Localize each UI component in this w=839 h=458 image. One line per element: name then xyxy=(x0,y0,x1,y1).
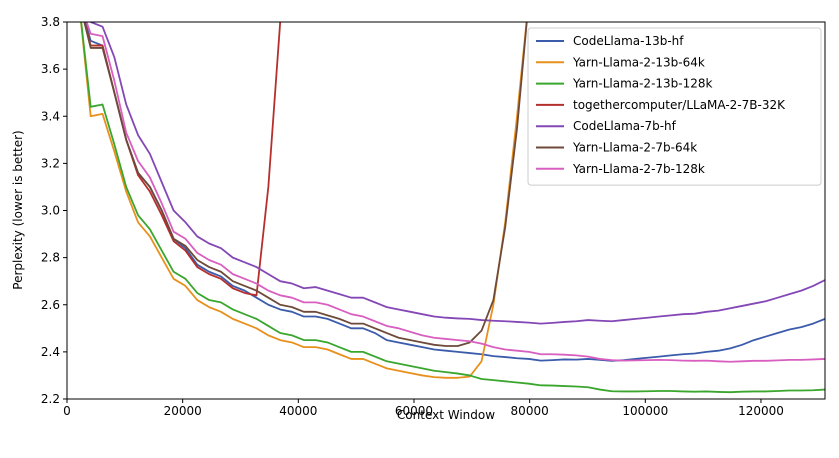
legend-label: Yarn-Llama-2-7b-128k xyxy=(572,162,705,176)
series-line-1 xyxy=(80,22,528,379)
series-line-4 xyxy=(89,22,825,325)
legend: CodeLlama-13b-hf Yarn-Llama-2-13b-64k Yarn… xyxy=(527,27,822,186)
legend-label: togethercomputer/LLaMA-2-7B-32K xyxy=(573,98,786,112)
x-tick-label: 60000 xyxy=(395,404,433,418)
y-tick-label: 3.6 xyxy=(41,62,60,76)
legend-label: Yarn-Llama-2-7b-64k xyxy=(572,141,697,155)
series-line-6 xyxy=(85,22,825,363)
axes-layer: 0 20000 40000 60000 80000 100000 120000 2.2 2.4 2… xyxy=(41,15,826,418)
x-tick-label: 80000 xyxy=(511,404,549,418)
legend-box xyxy=(527,27,822,186)
y-tick-label: 3.2 xyxy=(41,156,60,170)
series-line-5 xyxy=(83,22,528,347)
series-line-2 xyxy=(80,22,825,394)
legend-label: CodeLlama-7b-hf xyxy=(573,119,677,133)
y-tick-label: 3.4 xyxy=(41,109,60,123)
x-tick-label: 100000 xyxy=(622,404,668,418)
y-tick-label: 2.2 xyxy=(41,392,60,406)
y-tick-label: 3.0 xyxy=(41,204,60,218)
legend-label: CodeLlama-13b-hf xyxy=(573,34,684,48)
legend-label: Yarn-Llama-2-13b-128k xyxy=(572,77,713,91)
y-tick-label: 3.8 xyxy=(41,15,60,29)
x-tick-label: 0 xyxy=(63,404,71,418)
series-layer xyxy=(80,22,825,394)
x-tick-label: 120000 xyxy=(738,404,784,418)
legend-label: Yarn-Llama-2-13b-64k xyxy=(572,55,705,69)
series-line-0 xyxy=(84,22,825,362)
y-tick-label: 2.6 xyxy=(41,298,60,312)
x-axis-label: Context Window xyxy=(397,408,495,422)
x-tick-label: 40000 xyxy=(279,404,317,418)
y-tick-label: 2.8 xyxy=(41,251,60,265)
x-tick-label: 20000 xyxy=(164,404,202,418)
y-tick-label: 2.4 xyxy=(41,345,60,359)
y-axis-label: Perplexity (lower is better) xyxy=(11,130,25,289)
